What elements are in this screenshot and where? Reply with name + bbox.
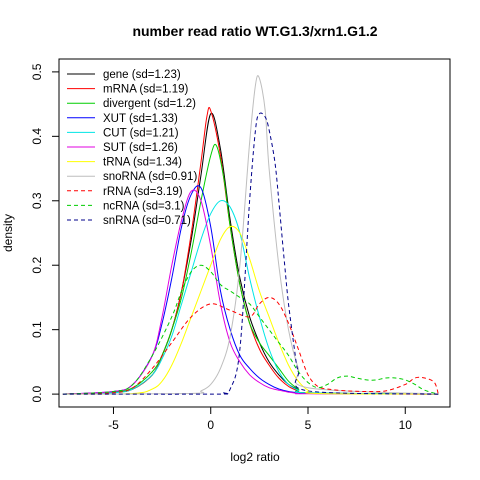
x-tick-label: 10: [399, 418, 413, 432]
series-line-10: [62, 112, 439, 395]
legend-label: CUT (sd=1.21): [103, 127, 179, 139]
series-line-0: [62, 112, 439, 395]
x-tick-label: 0: [207, 418, 214, 432]
x-axis: -5 0 5 10: [108, 406, 413, 432]
y-tick-label: 0.5: [30, 63, 44, 80]
legend-label: gene (sd=1.23): [103, 69, 181, 81]
legend-label: mRNA (sd=1.19): [103, 84, 188, 96]
legend-label: SUT (sd=1.26): [103, 142, 178, 154]
plot-area-frame: [58, 58, 451, 408]
series-line-7: [62, 75, 439, 395]
legend-label: snoRNA (sd=0.91): [103, 171, 197, 183]
legend-label: snRNA (sd=0.71): [103, 215, 191, 227]
series-lines: [62, 75, 439, 395]
series-line-5: [62, 189, 439, 395]
legend: gene (sd=1.23) mRNA (sd=1.19) divergent (s…: [67, 69, 197, 227]
series-line-4: [62, 200, 439, 395]
y-axis-label: density: [1, 214, 15, 252]
x-tick-label: 5: [305, 418, 312, 432]
y-tick-label: 0.0: [30, 385, 44, 402]
y-tick-label: 0.4: [30, 128, 44, 145]
y-tick-label: 0.3: [30, 192, 44, 209]
legend-label: rRNA (sd=3.19): [103, 186, 183, 198]
legend-label: ncRNA (sd=3.1): [103, 200, 185, 212]
series-line-8: [62, 296, 439, 395]
y-tick-label: 0.2: [30, 257, 44, 274]
y-tick-label: 0.1: [30, 321, 44, 338]
series-line-9: [62, 264, 439, 395]
x-tick-label: -5: [108, 418, 119, 432]
chart-title: number read ratio WT.G1.3/xrn1.G1.2: [132, 23, 377, 39]
x-axis-label: log2 ratio: [230, 450, 280, 464]
legend-label: XUT (sd=1.33): [103, 113, 178, 125]
series-line-6: [62, 225, 439, 395]
legend-label: divergent (sd=1.2): [103, 98, 196, 110]
series-line-2: [62, 143, 439, 395]
series-line-3: [62, 185, 439, 395]
y-axis: 0.0 0.1 0.2 0.3 0.4 0.5: [30, 63, 60, 402]
legend-label: tRNA (sd=1.34): [103, 157, 182, 169]
series-line-1: [62, 107, 439, 395]
